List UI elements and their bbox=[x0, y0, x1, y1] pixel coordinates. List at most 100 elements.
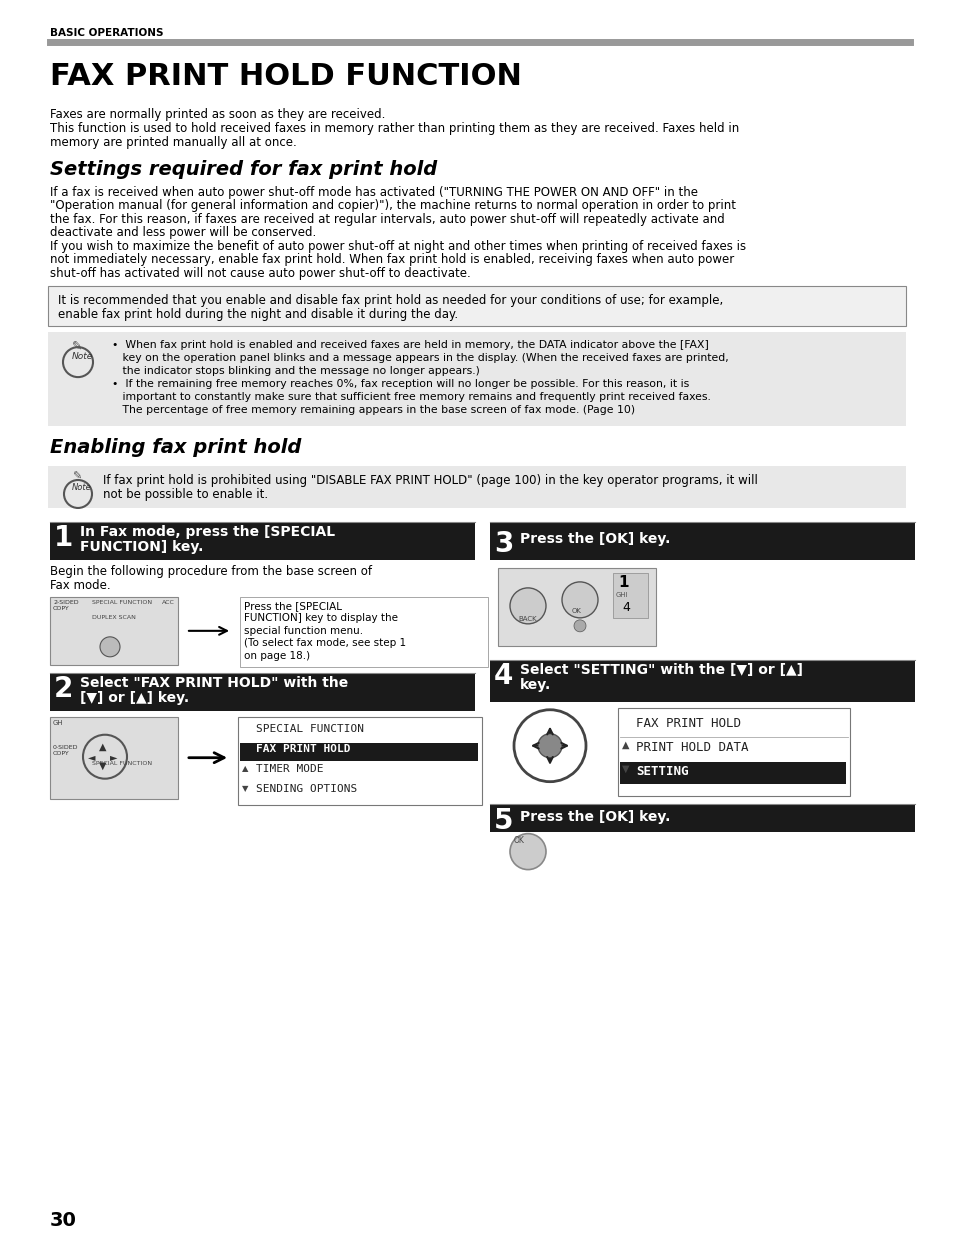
Text: ▲: ▲ bbox=[621, 740, 629, 750]
Text: BACK: BACK bbox=[517, 616, 536, 622]
Text: 2-SIDED
COPY: 2-SIDED COPY bbox=[53, 600, 78, 610]
Text: Press the [OK] key.: Press the [OK] key. bbox=[519, 532, 670, 546]
Text: •  When fax print hold is enabled and received faxes are held in memory, the DAT: • When fax print hold is enabled and rec… bbox=[105, 340, 708, 351]
FancyBboxPatch shape bbox=[48, 466, 905, 508]
Text: shut-off has activated will not cause auto power shut-off to deactivate.: shut-off has activated will not cause au… bbox=[50, 267, 470, 279]
Text: FAX PRINT HOLD FUNCTION: FAX PRINT HOLD FUNCTION bbox=[50, 62, 521, 91]
FancyBboxPatch shape bbox=[50, 673, 475, 711]
Text: 2: 2 bbox=[54, 674, 73, 703]
FancyBboxPatch shape bbox=[619, 762, 845, 784]
Text: Note: Note bbox=[71, 483, 91, 492]
Text: Enabling fax print hold: Enabling fax print hold bbox=[50, 438, 301, 457]
FancyBboxPatch shape bbox=[490, 804, 914, 831]
Circle shape bbox=[510, 834, 545, 869]
Text: 4: 4 bbox=[494, 662, 513, 690]
Text: special function menu.: special function menu. bbox=[244, 626, 363, 636]
Text: PRINT HOLD DATA: PRINT HOLD DATA bbox=[636, 741, 748, 753]
Text: DUPLEX SCAN: DUPLEX SCAN bbox=[91, 615, 135, 620]
Text: (To select fax mode, see step 1: (To select fax mode, see step 1 bbox=[244, 638, 406, 648]
Text: key.: key. bbox=[519, 678, 551, 692]
Text: ✎: ✎ bbox=[71, 340, 82, 353]
Text: ▲: ▲ bbox=[99, 742, 107, 752]
FancyBboxPatch shape bbox=[490, 659, 914, 701]
FancyBboxPatch shape bbox=[490, 522, 914, 559]
Text: Begin the following procedure from the base screen of: Begin the following procedure from the b… bbox=[50, 564, 372, 578]
Text: Press the [SPECIAL: Press the [SPECIAL bbox=[244, 601, 341, 611]
Text: not be possible to enable it.: not be possible to enable it. bbox=[103, 488, 268, 501]
Text: Fax mode.: Fax mode. bbox=[50, 579, 111, 592]
Circle shape bbox=[537, 734, 561, 758]
Text: The percentage of free memory remaining appears in the base screen of fax mode. : The percentage of free memory remaining … bbox=[105, 405, 635, 415]
FancyBboxPatch shape bbox=[50, 522, 475, 559]
Text: Press the [OK] key.: Press the [OK] key. bbox=[519, 810, 670, 824]
Text: memory are printed manually all at once.: memory are printed manually all at once. bbox=[50, 136, 296, 149]
Text: FUNCTION] key to display the: FUNCTION] key to display the bbox=[244, 614, 397, 624]
Text: If you wish to maximize the benefit of auto power shut-off at night and other ti: If you wish to maximize the benefit of a… bbox=[50, 240, 745, 253]
Text: not immediately necessary, enable fax print hold. When fax print hold is enabled: not immediately necessary, enable fax pr… bbox=[50, 253, 734, 267]
Text: In Fax mode, press the [SPECIAL: In Fax mode, press the [SPECIAL bbox=[80, 525, 335, 538]
Text: It is recommended that you enable and disable fax print hold as needed for your : It is recommended that you enable and di… bbox=[58, 294, 722, 308]
Text: the indicator stops blinking and the message no longer appears.): the indicator stops blinking and the mes… bbox=[105, 366, 479, 377]
Text: 0-SIDED
COPY: 0-SIDED COPY bbox=[53, 745, 78, 756]
Text: ACC: ACC bbox=[162, 600, 174, 605]
Text: GH: GH bbox=[53, 720, 64, 726]
Text: FUNCTION] key.: FUNCTION] key. bbox=[80, 540, 203, 555]
Text: "Operation manual (for general information and copier)"), the machine returns to: "Operation manual (for general informati… bbox=[50, 199, 735, 212]
Text: This function is used to hold received faxes in memory rather than printing them: This function is used to hold received f… bbox=[50, 122, 739, 135]
Text: Note: Note bbox=[71, 352, 93, 361]
Text: FAX PRINT HOLD: FAX PRINT HOLD bbox=[255, 743, 350, 753]
Text: Faxes are normally printed as soon as they are received.: Faxes are normally printed as soon as th… bbox=[50, 107, 385, 121]
Text: ✎: ✎ bbox=[71, 472, 81, 482]
FancyBboxPatch shape bbox=[497, 568, 656, 646]
Text: deactivate and less power will be conserved.: deactivate and less power will be conser… bbox=[50, 226, 315, 240]
Text: 3: 3 bbox=[494, 530, 513, 558]
FancyBboxPatch shape bbox=[50, 597, 178, 664]
Circle shape bbox=[100, 637, 120, 657]
Text: [▼] or [▲] key.: [▼] or [▲] key. bbox=[80, 690, 189, 705]
Text: 1: 1 bbox=[618, 576, 628, 590]
Text: key on the operation panel blinks and a message appears in the display. (When th: key on the operation panel blinks and a … bbox=[105, 353, 728, 363]
Text: SPECIAL FUNCTION: SPECIAL FUNCTION bbox=[255, 724, 364, 734]
Text: ▼: ▼ bbox=[99, 761, 107, 771]
Circle shape bbox=[574, 620, 585, 632]
Text: ◄: ◄ bbox=[88, 752, 95, 762]
Circle shape bbox=[510, 588, 545, 624]
Text: enable fax print hold during the night and disable it during the day.: enable fax print hold during the night a… bbox=[58, 309, 457, 321]
FancyBboxPatch shape bbox=[240, 597, 488, 667]
FancyBboxPatch shape bbox=[48, 287, 905, 326]
Text: 5: 5 bbox=[494, 806, 513, 835]
Text: If a fax is received when auto power shut-off mode has activated ("TURNING THE P: If a fax is received when auto power shu… bbox=[50, 185, 698, 199]
Text: •  If the remaining free memory reaches 0%, fax reception will no longer be poss: • If the remaining free memory reaches 0… bbox=[105, 379, 688, 389]
Text: Select "FAX PRINT HOLD" with the: Select "FAX PRINT HOLD" with the bbox=[80, 676, 348, 690]
Text: ▼: ▼ bbox=[621, 763, 629, 773]
Text: SETTING: SETTING bbox=[636, 764, 688, 778]
Text: If fax print hold is prohibited using "DISABLE FAX PRINT HOLD" (page 100) in the: If fax print hold is prohibited using "D… bbox=[103, 474, 757, 487]
FancyBboxPatch shape bbox=[48, 332, 905, 426]
Text: 1: 1 bbox=[54, 524, 73, 552]
Text: the fax. For this reason, if faxes are received at regular intervals, auto power: the fax. For this reason, if faxes are r… bbox=[50, 212, 724, 226]
Circle shape bbox=[561, 582, 598, 618]
Text: GHI: GHI bbox=[616, 592, 628, 598]
Text: BASIC OPERATIONS: BASIC OPERATIONS bbox=[50, 28, 163, 38]
Text: OK: OK bbox=[514, 836, 524, 845]
Text: ▲: ▲ bbox=[242, 763, 248, 773]
Text: Select "SETTING" with the [▼] or [▲]: Select "SETTING" with the [▼] or [▲] bbox=[519, 663, 802, 677]
FancyBboxPatch shape bbox=[618, 708, 849, 795]
Text: SPECIAL FUNCTION: SPECIAL FUNCTION bbox=[91, 600, 152, 605]
Text: FAX PRINT HOLD: FAX PRINT HOLD bbox=[636, 716, 740, 730]
Text: TIMER MODE: TIMER MODE bbox=[255, 763, 323, 773]
FancyBboxPatch shape bbox=[237, 716, 481, 805]
Text: 30: 30 bbox=[50, 1210, 77, 1230]
Text: OK: OK bbox=[572, 608, 581, 614]
Text: on page 18.): on page 18.) bbox=[244, 651, 310, 661]
Text: Settings required for fax print hold: Settings required for fax print hold bbox=[50, 159, 436, 179]
FancyBboxPatch shape bbox=[613, 573, 647, 618]
Text: ▼: ▼ bbox=[242, 784, 248, 793]
Text: SPECIAL FUNCTION: SPECIAL FUNCTION bbox=[91, 761, 152, 766]
Text: 4: 4 bbox=[621, 601, 629, 614]
FancyBboxPatch shape bbox=[50, 716, 178, 799]
Text: important to constantly make sure that sufficient free memory remains and freque: important to constantly make sure that s… bbox=[105, 391, 710, 403]
FancyBboxPatch shape bbox=[240, 742, 477, 761]
Text: ►: ► bbox=[110, 752, 117, 762]
Text: SENDING OPTIONS: SENDING OPTIONS bbox=[255, 784, 356, 794]
